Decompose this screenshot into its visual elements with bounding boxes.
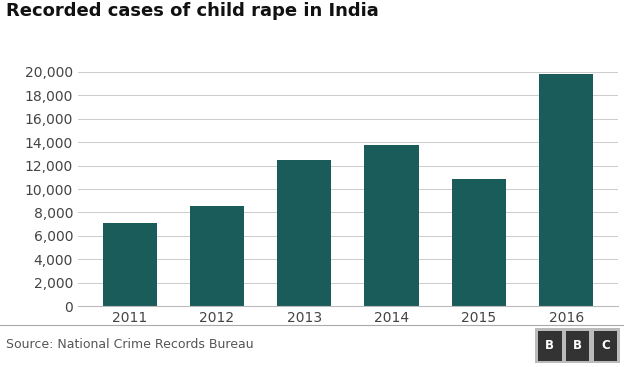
Bar [538, 331, 562, 361]
Bar [593, 331, 617, 361]
Bar [539, 75, 593, 306]
Text: B: B [573, 339, 582, 352]
Bar [102, 223, 157, 306]
Text: Recorded cases of child rape in India: Recorded cases of child rape in India [6, 2, 379, 20]
Bar [566, 331, 589, 361]
Bar [190, 206, 244, 306]
Bar [364, 145, 419, 306]
Text: Source: National Crime Records Bureau: Source: National Crime Records Bureau [6, 338, 254, 351]
Text: C: C [601, 339, 610, 352]
Bar [277, 160, 331, 306]
Text: B: B [545, 339, 554, 352]
Bar [452, 179, 506, 306]
